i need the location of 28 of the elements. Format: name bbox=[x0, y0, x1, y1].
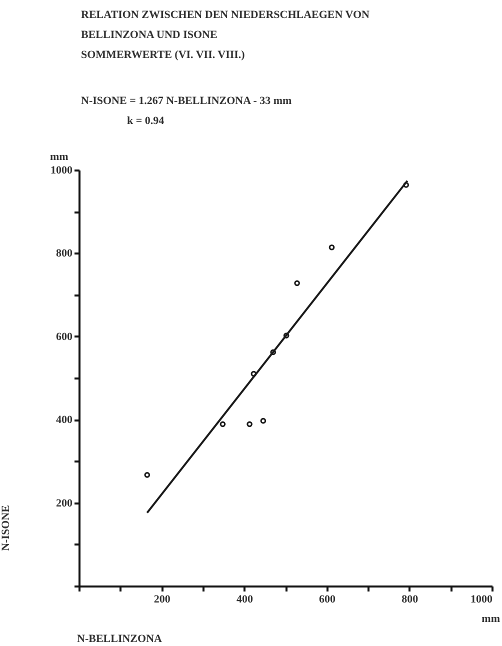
y-tick-label: 1000 bbox=[50, 164, 73, 176]
point bbox=[144, 472, 150, 478]
x-axis-title: N-BELLINZONA bbox=[77, 633, 162, 645]
text: k = 0.94 bbox=[127, 115, 165, 127]
point bbox=[260, 418, 266, 424]
x-tick-label: 200 bbox=[154, 594, 171, 606]
text: mm bbox=[482, 613, 500, 625]
y-axis-title: N-ISONE bbox=[0, 505, 12, 551]
point bbox=[403, 182, 410, 188]
chart-title: RELATION ZWISCHEN DEN NIEDERSCHLAEGEN VON BELLINZONA UND ISONE bbox=[81, 9, 370, 41]
x-tick-label: 800 bbox=[402, 594, 419, 606]
y-tick-label: 600 bbox=[56, 330, 73, 343]
point bbox=[250, 370, 257, 377]
x-tick-label: 600 bbox=[319, 594, 336, 606]
point bbox=[246, 421, 252, 428]
y-tick-label: 200 bbox=[56, 497, 73, 510]
text: N-ISONE = 1.267 N-BELLINZONA - 33 mm bbox=[81, 95, 292, 107]
point bbox=[270, 349, 276, 356]
text: mm bbox=[50, 151, 68, 163]
x-tick-label: 400 bbox=[236, 594, 254, 606]
y-tick-label: 400 bbox=[56, 414, 73, 426]
point bbox=[220, 421, 226, 428]
y-tick-label: 800 bbox=[56, 248, 73, 260]
point bbox=[283, 332, 290, 338]
chart-subtitle: SOMMERWERTE (VI. VII. VIII.) bbox=[81, 49, 246, 61]
point bbox=[294, 280, 300, 286]
x-tick-label: 1000 bbox=[470, 594, 493, 606]
point bbox=[328, 244, 335, 250]
